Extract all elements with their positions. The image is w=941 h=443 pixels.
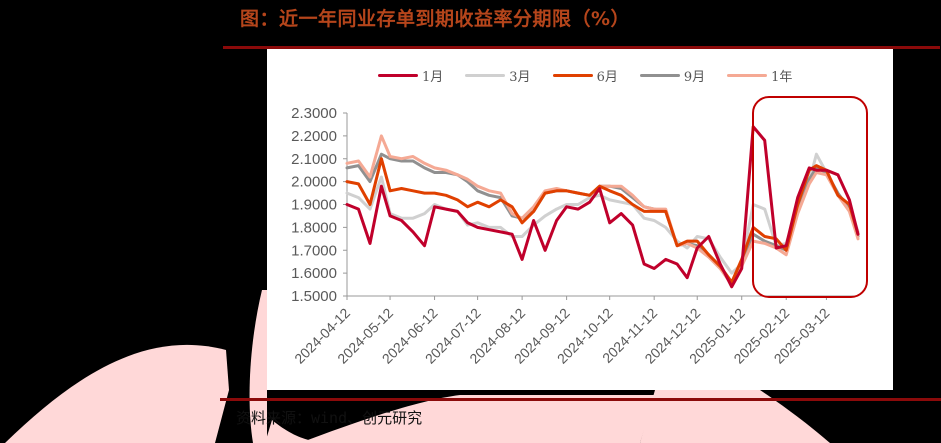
legend-swatch-9m <box>639 73 680 77</box>
source-note: 资料来源：wind、创元研究 <box>236 409 423 427</box>
legend-label-3m: 3月 <box>509 69 531 85</box>
legend-swatch-1m <box>378 73 418 77</box>
series-line-1 <box>345 152 860 275</box>
series-lines <box>345 125 860 289</box>
legend-item-9m: 9月 <box>639 66 706 85</box>
y-axis: 2.3000 2.2000 2.1000 2.0000 1.9000 1.8000 1.70… <box>291 105 348 305</box>
y-tick-label: 1.6000 <box>291 265 337 282</box>
legend-label-6m: 6月 <box>596 69 618 85</box>
legend-swatch-6m <box>552 73 593 77</box>
legend-label-1m: 1月 <box>422 69 444 85</box>
y-tick-label: 1.9000 <box>291 197 337 214</box>
y-tick-label: 1.8000 <box>291 219 337 236</box>
series-line-4 <box>345 134 860 287</box>
figure-title: 图：近一年同业存单到期收益率分期限（%） <box>240 8 631 30</box>
legend-label-9m: 9月 <box>683 69 706 85</box>
y-tick-label: 2.3000 <box>291 105 337 122</box>
y-tick-label: 1.5000 <box>291 288 337 305</box>
legend-item-1m: 1月 <box>378 66 443 85</box>
y-tick-label: 2.0000 <box>291 174 337 191</box>
legend-item-1y: 1年 <box>727 66 792 85</box>
source-rule <box>220 398 941 401</box>
legend-swatch-3m <box>465 73 506 77</box>
y-tick-label: 1.7000 <box>291 242 337 259</box>
chart-panel <box>267 49 893 390</box>
y-tick-label: 2.2000 <box>291 128 337 145</box>
series-line-0 <box>345 125 860 289</box>
highlight-box <box>752 96 868 298</box>
series-line-3 <box>345 152 860 284</box>
title-rule <box>223 46 940 49</box>
y-tick-label: 2.1000 <box>291 151 337 168</box>
legend-label-1y: 1年 <box>771 69 793 85</box>
legend-swatch-1y <box>727 73 768 77</box>
series-line-2 <box>345 157 860 284</box>
chart-legend: 1月 3月 6月 9月 1年 <box>378 64 792 86</box>
x-axis: 2024-04-122024-05-122024-06-122024-07-12… <box>291 295 858 367</box>
legend-item-6m: 6月 <box>552 66 618 85</box>
legend-item-3m: 3月 <box>465 66 531 85</box>
